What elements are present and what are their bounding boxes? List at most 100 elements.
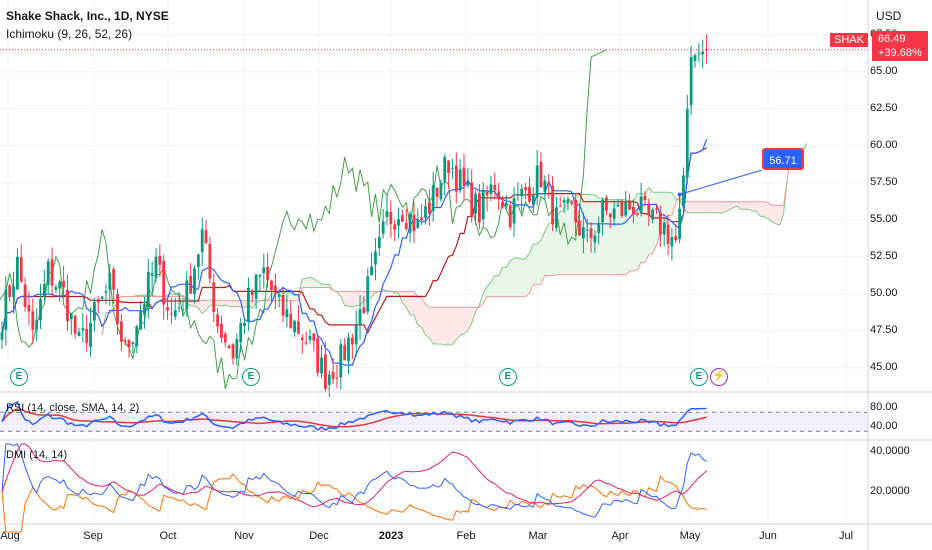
- currency-label[interactable]: USD: [876, 9, 902, 23]
- candle-body: [427, 202, 431, 214]
- cloud-segment: [467, 307, 472, 331]
- earnings-marker[interactable]: E: [10, 368, 28, 386]
- cloud-segment: [775, 205, 780, 225]
- price-callout[interactable]: 56.71: [762, 148, 804, 170]
- candle-body: [362, 307, 366, 313]
- last-price-change: +39.68%: [878, 47, 922, 59]
- candle-body: [358, 309, 362, 325]
- cloud-segment: [429, 307, 434, 345]
- price-tick-label: 57.50: [870, 175, 898, 188]
- candle-body: [131, 342, 135, 344]
- candle-body: [327, 374, 331, 385]
- candle-body: [454, 165, 458, 192]
- candle-body: [555, 207, 558, 229]
- cloud-segment: [344, 291, 349, 307]
- candle-body: [166, 307, 169, 311]
- candle-body: [447, 160, 450, 174]
- candle-body: [658, 212, 662, 236]
- candle-body: [73, 315, 77, 334]
- earnings-marker[interactable]: E: [690, 368, 708, 386]
- candle-body: [193, 268, 196, 295]
- candle-body: [46, 261, 50, 286]
- candle-body: [689, 57, 693, 106]
- cloud-segment: [533, 244, 538, 285]
- candle-body: [223, 333, 227, 343]
- candle-body: [54, 286, 58, 290]
- cloud-segment: [756, 201, 761, 217]
- dmi-pane: [1, 443, 707, 533]
- cloud-segment: [541, 231, 545, 285]
- candle-body: [589, 228, 593, 238]
- candle-body: [235, 339, 239, 359]
- candle-body: [119, 321, 123, 342]
- candle-body: [504, 202, 508, 207]
- candle-body: [662, 222, 666, 235]
- candle-body: [466, 182, 470, 186]
- candle-body: [96, 299, 100, 303]
- cloud-segment: [356, 291, 361, 306]
- candle-body: [624, 201, 628, 216]
- callout-anchor: [677, 192, 682, 197]
- cloud-segment: [425, 304, 430, 339]
- callout-connector: [679, 169, 763, 195]
- candle-body: [23, 284, 27, 307]
- candle-body: [12, 286, 15, 298]
- rsi-ma-line: [1, 408, 707, 428]
- candle-body: [497, 191, 501, 200]
- candle-body: [239, 323, 243, 343]
- candle-body: [458, 169, 462, 191]
- candle-body: [331, 371, 335, 380]
- candle-body: [508, 205, 512, 227]
- cloud-segment: [360, 291, 364, 306]
- candle-body: [470, 182, 474, 217]
- candle-body: [366, 276, 370, 312]
- candle-body: [293, 320, 296, 333]
- ichimoku-cloud: [102, 143, 807, 346]
- candle-body: [123, 340, 127, 343]
- dmi-tick-label: 20.0000: [870, 485, 910, 497]
- candle-body: [19, 257, 23, 282]
- candle-body: [127, 340, 131, 348]
- time-tick-label: Dec: [309, 530, 329, 542]
- cloud-segment: [448, 307, 453, 345]
- candle-body: [50, 259, 54, 286]
- rsi-tick-label: 80.00: [870, 400, 898, 413]
- rsi-label[interactable]: RSI (14, close, SMA, 14, 2): [6, 402, 140, 414]
- cloud-segment: [768, 202, 772, 222]
- cloud-segment: [483, 286, 488, 304]
- candle-body: [339, 344, 343, 378]
- candle-body: [200, 229, 204, 253]
- ichimoku-label[interactable]: Ichimoku (9, 26, 52, 26): [6, 27, 133, 41]
- candle-body: [170, 313, 173, 315]
- candle-body: [243, 322, 246, 326]
- candle-body: [135, 326, 139, 347]
- candle-body: [520, 188, 524, 197]
- dmi-label[interactable]: DMI (14, 14): [6, 449, 68, 461]
- candle-body: [574, 199, 578, 223]
- cloud-segment: [706, 201, 711, 213]
- candle-body: [585, 229, 589, 231]
- candle-body: [705, 48, 708, 50]
- cloud-segment: [233, 300, 237, 307]
- candle-body: [308, 336, 312, 340]
- cloud-segment: [352, 291, 357, 307]
- candle-body: [685, 108, 689, 178]
- adx-line: [1, 443, 707, 508]
- cloud-segment: [552, 217, 557, 276]
- candle-body: [670, 237, 674, 247]
- candle-body: [62, 281, 65, 288]
- time-tick-label: 2023: [378, 530, 404, 542]
- candle-body: [485, 191, 489, 196]
- earnings-marker[interactable]: E: [499, 368, 517, 386]
- candle-body: [285, 309, 289, 318]
- cloud-segment: [348, 291, 353, 307]
- lagging-span-line: [0, 49, 607, 390]
- candle-body: [531, 195, 535, 206]
- candle-body: [350, 337, 354, 345]
- candle-body: [250, 290, 254, 296]
- cloud-segment: [217, 300, 222, 307]
- dividend-marker[interactable]: ⚡: [710, 368, 728, 386]
- cloud-segment: [594, 194, 599, 275]
- price-tick-label: 55.00: [870, 212, 898, 225]
- earnings-marker[interactable]: E: [242, 368, 260, 386]
